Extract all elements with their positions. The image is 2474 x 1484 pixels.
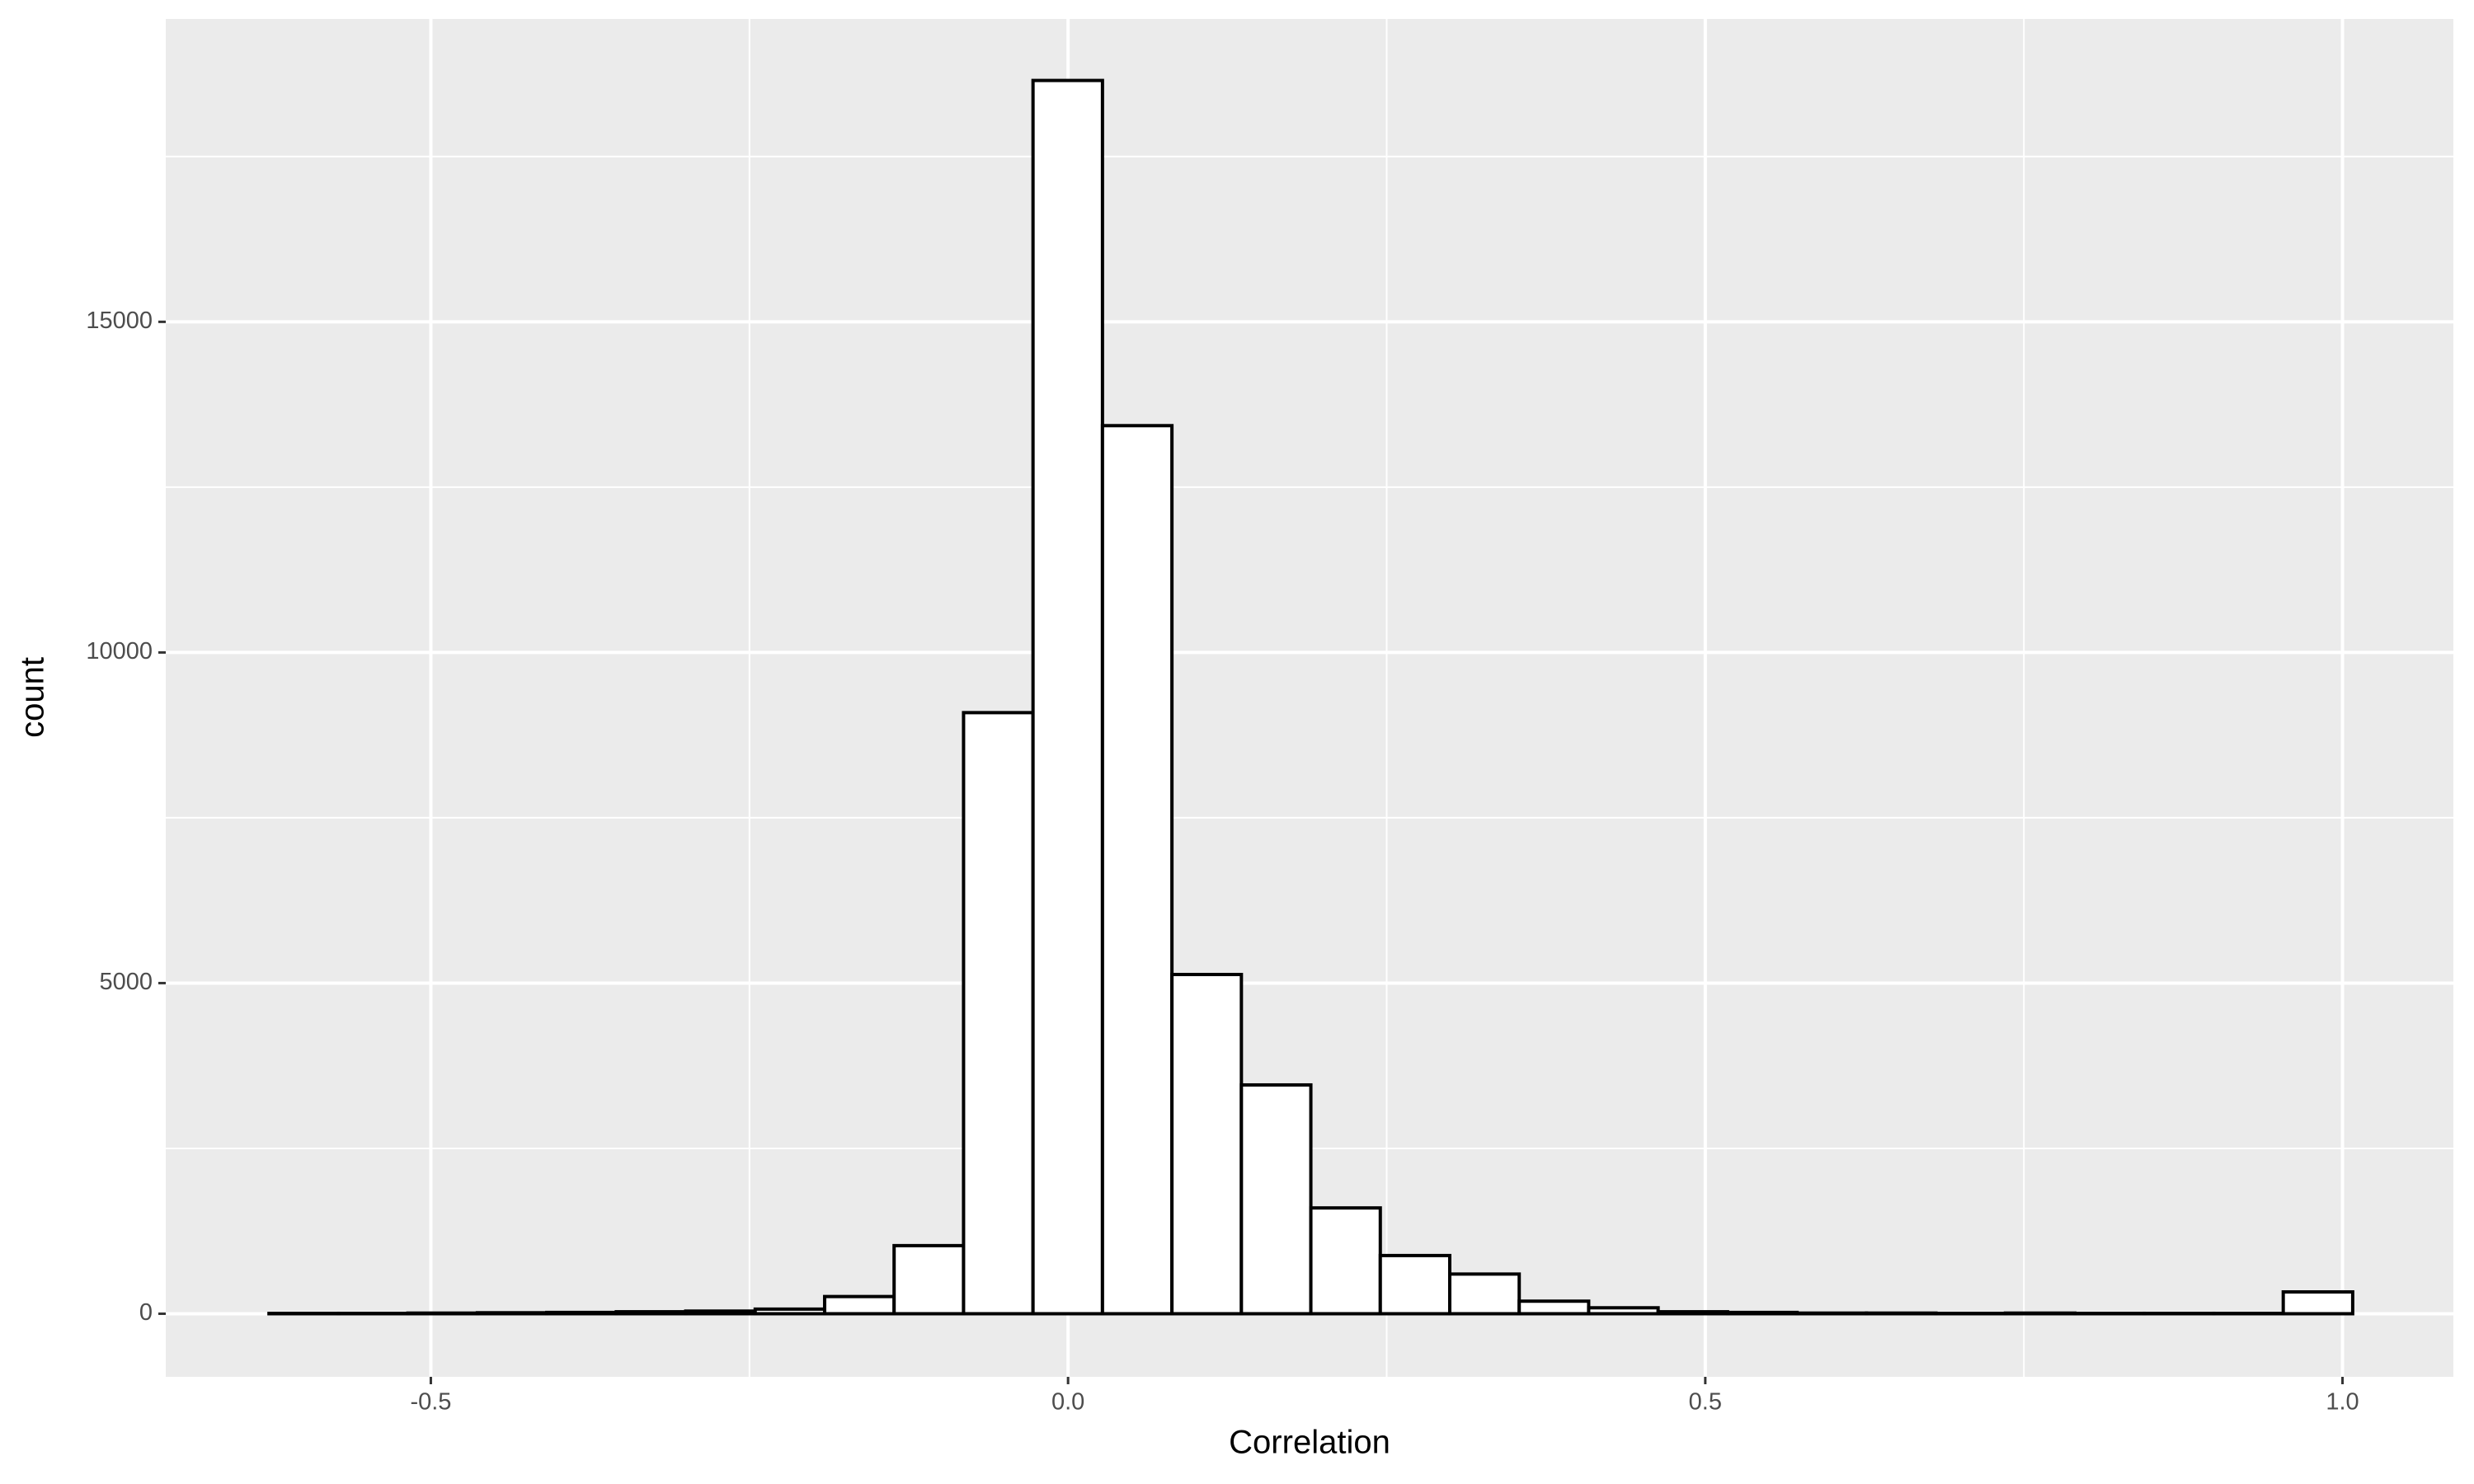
histogram-bar: [1517, 1299, 1591, 1316]
histogram-bar: [1100, 424, 1174, 1316]
histogram-bar: [2281, 1290, 2354, 1316]
histogram-bar: [1656, 1310, 1729, 1316]
histogram-bar: [1309, 1206, 1382, 1316]
y-tick-label: 0: [139, 1299, 153, 1326]
histogram-bar: [545, 1310, 618, 1316]
histogram-bar: [822, 1294, 896, 1316]
histogram-bar: [1447, 1272, 1522, 1316]
y-tick-label: 10000: [86, 638, 153, 665]
histogram-bar: [684, 1309, 757, 1316]
histogram-bar: [1725, 1310, 1799, 1316]
histogram-bar: [1031, 78, 1104, 1316]
histogram-bar: [614, 1310, 688, 1316]
histogram-bar: [1865, 1311, 1938, 1316]
y-axis-title: count: [15, 657, 51, 738]
histogram-bar: [1239, 1082, 1313, 1316]
histogram-bar: [2003, 1311, 2077, 1316]
histogram-bar: [1587, 1306, 1660, 1316]
histogram-bar: [892, 1243, 966, 1316]
x-tick-label: 1.0: [2326, 1389, 2359, 1416]
y-tick-label: 15000: [86, 308, 153, 334]
x-tick-label: 0.0: [1051, 1389, 1084, 1416]
y-tick-label: 5000: [99, 969, 153, 995]
x-tick-label: 0.5: [1689, 1389, 1722, 1416]
histogram-bar: [1378, 1253, 1451, 1316]
histogram-bar: [962, 711, 1035, 1316]
x-axis-title: Correlation: [1229, 1425, 1390, 1461]
histogram-bar: [406, 1311, 479, 1316]
histogram-bar: [1170, 973, 1244, 1316]
histogram-bar: [753, 1307, 826, 1316]
histogram-bar: [1795, 1311, 1869, 1316]
x-tick-label: -0.5: [410, 1389, 451, 1416]
